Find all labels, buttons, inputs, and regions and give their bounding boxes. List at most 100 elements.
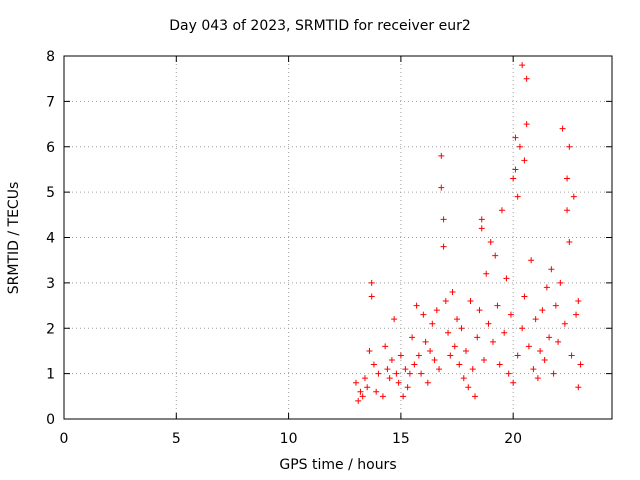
x-tick-label: 20: [504, 431, 522, 447]
data-point: [388, 357, 395, 364]
data-series-eur2: [352, 62, 584, 404]
data-point: [505, 370, 512, 377]
data-point: [523, 121, 530, 128]
data-point: [436, 366, 443, 373]
data-point: [382, 343, 389, 350]
data-point: [501, 329, 508, 336]
data-point: [384, 366, 391, 373]
data-point: [395, 379, 402, 386]
data-point: [397, 352, 404, 359]
data-point: [373, 388, 380, 395]
data-point: [494, 302, 501, 309]
data-point: [445, 329, 452, 336]
data-point: [570, 193, 577, 200]
data-point: [478, 216, 485, 223]
data-point: [366, 347, 373, 354]
data-point: [415, 352, 422, 359]
data-point: [550, 370, 557, 377]
data-point: [564, 175, 571, 182]
y-tick-label: 3: [46, 276, 55, 292]
data-point: [514, 193, 521, 200]
data-point: [469, 366, 476, 373]
data-point: [525, 343, 532, 350]
data-point: [420, 311, 427, 318]
data-point: [438, 184, 445, 191]
data-point: [440, 216, 447, 223]
data-point: [555, 338, 562, 345]
data-point: [514, 352, 521, 359]
chart-title: Day 043 of 2023, SRMTID for receiver eur…: [169, 18, 471, 34]
data-point: [476, 307, 483, 314]
data-point: [575, 384, 582, 391]
x-tick-label: 10: [280, 431, 298, 447]
data-point: [519, 62, 526, 69]
data-point: [355, 397, 362, 404]
x-tick-label: 15: [392, 431, 410, 447]
x-axis-label: GPS time / hours: [279, 457, 397, 473]
data-point: [561, 320, 568, 327]
y-tick-label: 7: [46, 94, 55, 110]
y-tick-label: 5: [46, 185, 55, 201]
axis-ticks: 0 1 2 3 4 5 6 7 8 0 5 10 15 20: [46, 49, 612, 447]
data-point: [352, 379, 359, 386]
data-point: [364, 384, 371, 391]
data-point: [357, 388, 364, 395]
data-point: [485, 320, 492, 327]
data-point: [498, 207, 505, 214]
data-point: [512, 134, 519, 141]
data-point: [519, 325, 526, 332]
data-point: [370, 361, 377, 368]
data-point: [492, 252, 499, 259]
data-point: [431, 357, 438, 364]
plot-frame: [63, 55, 613, 420]
y-tick-label: 2: [46, 321, 55, 337]
data-point: [451, 343, 458, 350]
data-point: [433, 307, 440, 314]
data-point: [496, 361, 503, 368]
data-point: [539, 307, 546, 314]
data-point: [552, 302, 559, 309]
y-tick-label: 4: [46, 231, 55, 247]
data-point: [456, 361, 463, 368]
data-point: [429, 320, 436, 327]
y-tick-label: 1: [46, 367, 55, 383]
data-point: [510, 175, 517, 182]
data-point: [521, 157, 528, 164]
data-point: [442, 298, 449, 305]
data-point: [507, 311, 514, 318]
data-point: [474, 334, 481, 341]
data-point: [566, 143, 573, 150]
data-point: [449, 288, 456, 295]
data-point: [577, 361, 584, 368]
data-point: [361, 375, 368, 382]
data-point: [440, 243, 447, 250]
x-tick-label: 0: [60, 431, 69, 447]
data-point: [512, 166, 519, 173]
data-point: [393, 370, 400, 377]
data-point: [447, 352, 454, 359]
data-point: [483, 270, 490, 277]
data-point: [375, 370, 382, 377]
data-point: [503, 275, 510, 282]
data-point: [368, 293, 375, 300]
data-point: [564, 207, 571, 214]
data-point: [386, 375, 393, 382]
y-tick-label: 6: [46, 140, 55, 156]
data-point: [537, 347, 544, 354]
data-point: [487, 239, 494, 246]
data-point: [472, 393, 478, 400]
x-tick-label: 5: [172, 431, 181, 447]
y-axis-label: SRMTID / TECUs: [6, 181, 22, 295]
data-point: [543, 284, 550, 291]
data-point: [573, 311, 580, 318]
data-point: [458, 325, 465, 332]
data-point: [530, 366, 537, 373]
data-point: [411, 361, 418, 368]
data-point: [460, 375, 467, 382]
data-point: [557, 279, 564, 286]
data-point: [541, 357, 548, 364]
data-point: [463, 347, 470, 354]
data-point: [424, 379, 431, 386]
data-point: [566, 239, 573, 246]
